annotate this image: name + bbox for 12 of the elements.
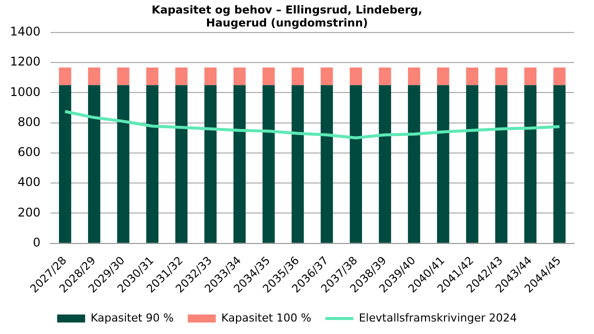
legend-label: Kapasitet 100 %: [221, 311, 312, 324]
chart-title: Kapasitet og behov – Ellingsrud, Lindeberg, Haugerud (ungdomstrinn): [152, 3, 422, 30]
legend-label: Kapasitet 90 %: [90, 311, 174, 324]
y-tick-label: 0: [32, 235, 41, 250]
y-tick-label: 1000: [10, 84, 41, 99]
y-tick-label: 1400: [10, 24, 41, 39]
y-tick-label: 600: [18, 145, 41, 160]
y-tick-label: 400: [18, 175, 41, 190]
y-tick-label: 200: [18, 205, 41, 220]
y-tick-label: 800: [18, 114, 41, 129]
legend-label: Elevtallsframskrivinger 2024: [358, 311, 517, 324]
y-tick-label: 1200: [10, 54, 41, 69]
